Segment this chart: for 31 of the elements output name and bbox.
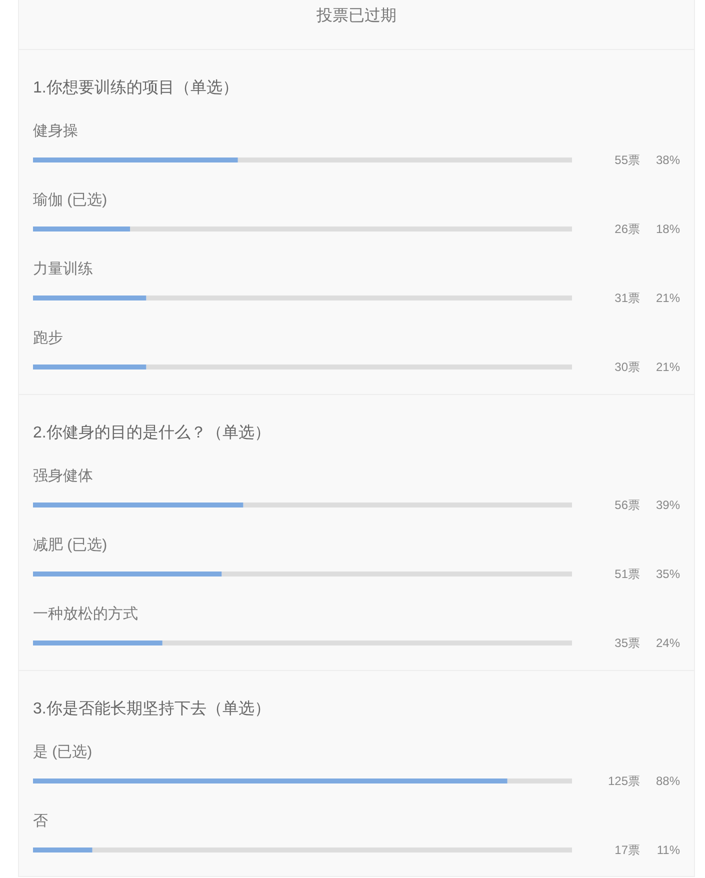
data-label: 38% (656, 153, 680, 167)
text: 31票 (614, 291, 640, 305)
data-label: 18% (656, 222, 680, 236)
text: 51票 (614, 567, 640, 581)
y-tick-label: 减肥 (已选) (33, 536, 108, 554)
data-label: 35% (656, 567, 680, 581)
chart-title: 3.你是否能长期坚持下去（单选） (33, 700, 270, 718)
y-tick-label: 是 (已选) (33, 744, 92, 760)
text: 30票 (614, 360, 640, 374)
y-tick-label: 一种放松的方式 (33, 606, 138, 622)
data-label: 39% (656, 498, 680, 512)
text: 26票 (614, 222, 640, 236)
y-tick-label: 健身操 (33, 122, 78, 140)
text: 125票 (608, 774, 640, 788)
text: 35票 (614, 636, 640, 650)
chart-title: 1.你想要训练的项目（单选） (33, 78, 238, 96)
chart-title: 2.你健身的目的是什么？（单选） (33, 424, 270, 442)
data-label: 11% (656, 843, 680, 857)
text: 投票已过期 (316, 6, 396, 24)
y-tick-label: 否 (33, 812, 48, 830)
data-label: 21% (656, 360, 680, 374)
data-label: 88% (656, 774, 680, 788)
text: 56票 (614, 498, 640, 512)
y-tick-label: 力量训练 (33, 260, 93, 278)
data-label: 21% (656, 291, 680, 305)
text: 55票 (614, 153, 640, 167)
y-tick-label: 跑步 (33, 330, 63, 346)
y-tick-label: 强身健体 (33, 468, 93, 484)
text: 17票 (614, 843, 640, 857)
y-tick-label: 瑜伽 (已选) (33, 192, 108, 208)
data-label: 24% (656, 636, 680, 650)
